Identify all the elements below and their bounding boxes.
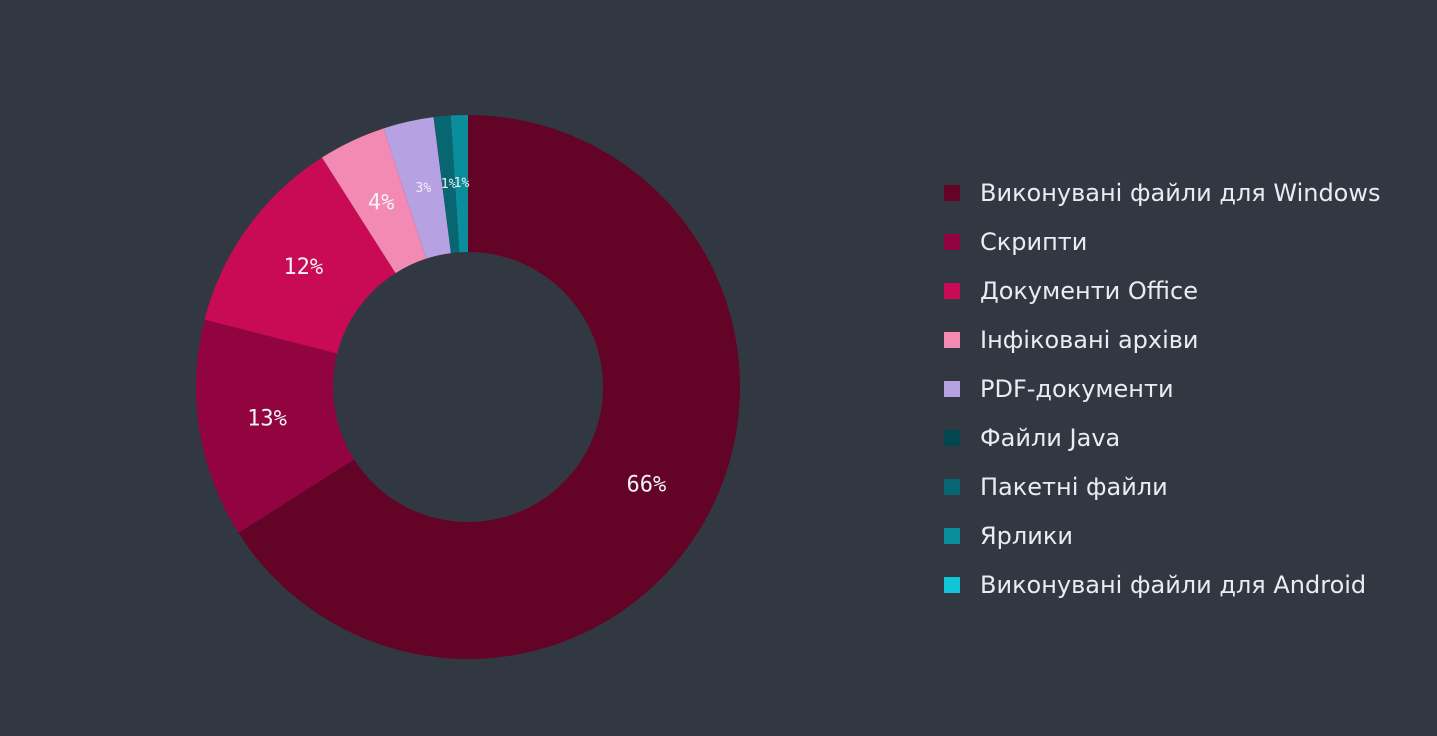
legend-label: Скрипти (980, 227, 1088, 256)
legend-item[interactable]: Документи Office (944, 266, 1381, 315)
legend-label: Виконувані файли для Windows (980, 178, 1381, 207)
slice-label-6: 1% (441, 177, 457, 192)
legend-swatch (944, 282, 960, 299)
legend-item[interactable]: Інфіковані архіви (944, 315, 1381, 364)
legend-item[interactable]: Файли Java (944, 413, 1381, 462)
slice-label-3: 4% (368, 190, 395, 215)
slice-label-4: 3% (416, 181, 432, 196)
legend-label: PDF-документи (980, 374, 1174, 403)
legend-swatch (944, 527, 960, 544)
legend-swatch (944, 331, 960, 348)
slice-label-1: 13% (247, 407, 287, 432)
legend-label: Файли Java (980, 423, 1121, 452)
legend-swatch (944, 576, 960, 593)
legend-item[interactable]: Ярлики (944, 511, 1381, 560)
legend-item[interactable]: Виконувані файли для Windows (944, 168, 1381, 217)
slice-1[interactable] (195, 319, 355, 533)
legend-label: Пакетні файли (980, 472, 1168, 501)
legend-item[interactable]: Пакетні файли (944, 462, 1381, 511)
legend: Виконувані файли для Windows Скрипти Докум… (944, 168, 1381, 609)
legend-item[interactable]: Виконувані файли для Android (944, 560, 1381, 609)
legend-swatch (944, 478, 960, 495)
slice-6[interactable] (433, 115, 460, 254)
legend-swatch (944, 429, 960, 446)
legend-swatch (944, 380, 960, 397)
legend-label: Інфіковані архіви (980, 325, 1199, 354)
donut-chart: 66% 13% 12% 4% 3% 1%1% (195, 115, 740, 659)
slice-3[interactable] (321, 128, 427, 274)
slice-label-2: 12% (283, 255, 323, 280)
legend-label: Ярлики (980, 521, 1073, 550)
legend-label: Документи Office (980, 276, 1198, 305)
slice-4[interactable] (383, 117, 451, 259)
legend-swatch (944, 233, 960, 250)
slice-5[interactable] (433, 117, 451, 254)
slice-label-0: 66% (626, 472, 666, 497)
slice-2[interactable] (204, 157, 396, 354)
legend-item[interactable]: PDF-документи (944, 364, 1381, 413)
legend-label: Виконувані файли для Android (980, 570, 1367, 599)
legend-swatch (944, 184, 960, 201)
slice-7[interactable] (450, 115, 468, 253)
slice-0[interactable] (238, 115, 740, 659)
slice-label-7: 1% (454, 176, 470, 191)
legend-item[interactable]: Скрипти (944, 217, 1381, 266)
